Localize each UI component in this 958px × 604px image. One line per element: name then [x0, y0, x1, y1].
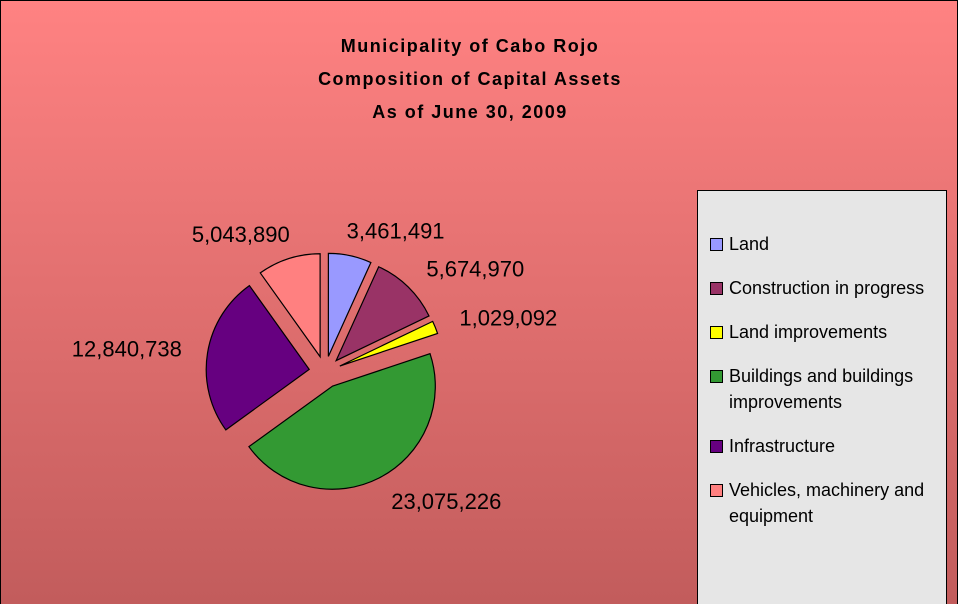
data-label: 5,043,890: [192, 222, 290, 247]
legend-item: Land: [710, 231, 942, 257]
legend-swatch: [710, 238, 723, 251]
pie-slice: [205, 284, 311, 431]
legend-swatch: [710, 440, 723, 453]
legend-item: Construction in progress: [710, 275, 942, 301]
legend-item: Infrastructure: [710, 433, 942, 459]
legend-item: Buildings and buildings improvements: [710, 363, 942, 415]
legend-label: Vehicles, machinery and equipment: [729, 480, 925, 526]
legend-swatch: [710, 282, 723, 295]
pie-slice: [259, 253, 321, 359]
legend-item: Land improvements: [710, 319, 942, 345]
legend-swatch: [710, 370, 723, 383]
chart-title: Municipality of Cabo Rojo: [341, 36, 600, 56]
legend-label: Land: [729, 234, 770, 254]
legend-label: Infrastructure: [729, 436, 836, 456]
chart-title: Composition of Capital Assets: [318, 69, 622, 89]
legend-label: Buildings and buildings improvements: [729, 366, 914, 412]
data-label: 12,840,738: [72, 337, 182, 362]
pie-slice: [339, 320, 439, 367]
pie-slice: [334, 265, 430, 362]
legend-swatch: [710, 484, 723, 497]
data-label: 5,674,970: [426, 256, 524, 281]
data-label: 1,029,092: [459, 306, 557, 331]
pie-slice: [248, 352, 436, 490]
pie-slice: [327, 252, 372, 357]
data-label: 3,461,491: [347, 218, 445, 243]
legend-label: Land improvements: [729, 322, 888, 342]
chart-title: As of June 30, 2009: [372, 102, 568, 122]
legend-item: Vehicles, machinery and equipment: [710, 477, 942, 529]
legend-label: Construction in progress: [729, 278, 925, 298]
legend-swatch: [710, 326, 723, 339]
data-label: 23,075,226: [391, 489, 501, 514]
legend: Land Construction in progress Land improve…: [697, 190, 947, 604]
